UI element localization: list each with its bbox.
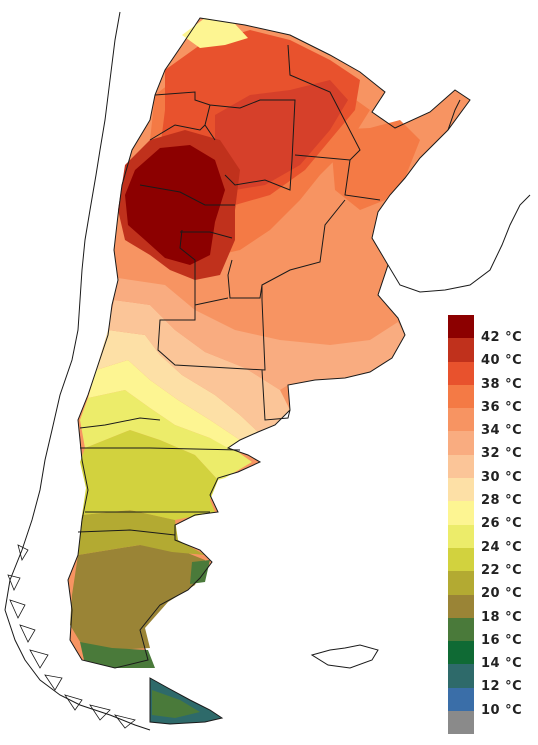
- legend-label: 16 °C: [481, 632, 523, 648]
- legend-swatch: [448, 664, 474, 688]
- band-26c: [80, 390, 252, 480]
- legend-swatch: [448, 431, 474, 455]
- legend-row: 30 °C: [448, 454, 534, 485]
- legend-swatch: [448, 617, 474, 642]
- band-16c-east: [190, 560, 210, 584]
- legend-row: 34 °C: [448, 408, 534, 438]
- brazil-border: [447, 99, 461, 131]
- tierra-del-fuego-green: [152, 690, 200, 718]
- legend-row: 12 °C: [448, 664, 534, 694]
- legend-swatch: [448, 711, 474, 735]
- legend-swatch: [448, 315, 474, 339]
- legend-row: 10 °C: [448, 687, 534, 718]
- legend-row: 40 °C: [448, 338, 534, 368]
- legend-swatch: [448, 641, 474, 665]
- legend-row: 20 °C: [448, 571, 534, 601]
- legend-row: 24 °C: [448, 524, 534, 555]
- legend-label: 28 °C: [481, 493, 523, 509]
- legend-label: 18 °C: [481, 609, 523, 625]
- legend-swatch: [448, 594, 474, 618]
- legend-swatch: [448, 547, 474, 572]
- band-34c: [114, 278, 405, 390]
- chile-coastline: [4, 11, 151, 731]
- legend-row: 26 °C: [448, 501, 534, 531]
- legend-row: 36 °C: [448, 384, 534, 415]
- temperature-legend: 42 °C 40 °C 38 °C 36 °C 34 °C 32 °C 30 °…: [448, 315, 534, 735]
- temperature-bands: [68, 18, 470, 725]
- band-28c: [88, 360, 240, 448]
- legend-label: 32 °C: [481, 446, 523, 462]
- legend-swatch: [448, 501, 474, 525]
- legend-swatch: [448, 687, 474, 712]
- band-20c: [70, 545, 205, 650]
- province-borders: [77, 44, 381, 536]
- chile-islands: [7, 544, 136, 729]
- borders: [4, 11, 531, 731]
- falkland-islands: [310, 644, 379, 669]
- legend-label: 34 °C: [481, 423, 523, 439]
- legend-label: 36 °C: [481, 399, 523, 415]
- band-40c-inner: [215, 80, 348, 190]
- legend-row: 28 °C: [448, 478, 534, 508]
- band-22c: [78, 510, 205, 555]
- band-24c: [80, 430, 218, 520]
- band-30c: [96, 330, 258, 440]
- legend-row: 18 °C: [448, 594, 534, 625]
- legend-swatch: [448, 338, 474, 362]
- legend-row: 38 °C: [448, 361, 534, 392]
- legend-label: 20 °C: [481, 586, 523, 602]
- band-36c-east: [330, 120, 420, 210]
- legend-label: 12 °C: [481, 679, 523, 695]
- band-north-yellow: [182, 18, 248, 48]
- legend-row: 22 °C: [448, 547, 534, 578]
- legend-swatch: [448, 524, 474, 548]
- legend-label: 10 °C: [481, 702, 523, 718]
- legend-swatch: [448, 478, 474, 502]
- country-outline: [67, 17, 471, 669]
- legend-swatch: [448, 361, 474, 385]
- legend-label: 42 °C: [481, 330, 523, 345]
- legend-label: 22 °C: [481, 562, 523, 578]
- legend-row: 42 °C: [448, 315, 534, 345]
- legend-label: 24 °C: [481, 539, 523, 555]
- legend-swatch: [448, 571, 474, 595]
- legend-row: [448, 711, 534, 735]
- legend-row: 16 °C: [448, 617, 534, 648]
- band-16c: [80, 642, 155, 668]
- legend-row: 32 °C: [448, 431, 534, 461]
- legend-swatch: [448, 384, 474, 409]
- legend-swatch: [448, 454, 474, 479]
- legend-label: 14 °C: [481, 656, 523, 672]
- legend-label: 40 °C: [481, 353, 523, 369]
- legend-row: 14 °C: [448, 641, 534, 671]
- uruguay-coast: [387, 194, 531, 293]
- legend-label: 38 °C: [481, 376, 523, 392]
- legend-label: 26 °C: [481, 516, 523, 532]
- legend-label: 30 °C: [481, 469, 523, 485]
- legend-swatch: [448, 408, 474, 432]
- band-44c-hotspot: [125, 145, 225, 265]
